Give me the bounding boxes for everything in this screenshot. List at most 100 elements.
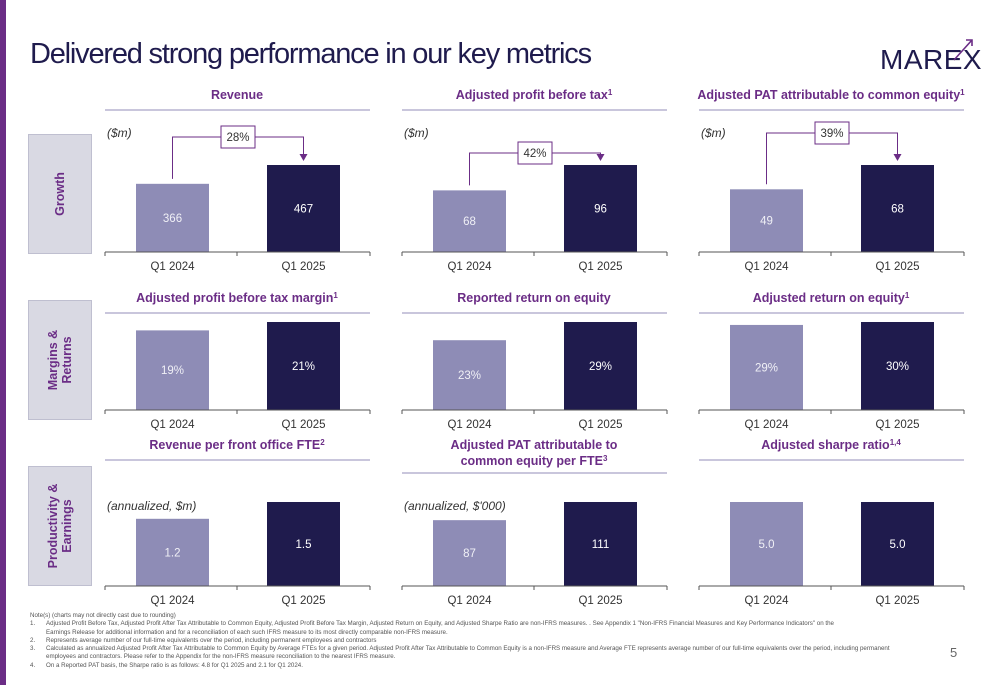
x-tick-label: Q1 2025	[281, 595, 325, 607]
chart-svg: Adjusted PAT attributable to common equi…	[697, 88, 965, 274]
bar-q1-2025	[861, 322, 934, 410]
footnote-line: 4. On a Reported PAT basis, the Sharpe ra…	[30, 662, 910, 670]
growth-badge	[814, 121, 850, 145]
bar-value-label: 1.5	[296, 539, 312, 551]
chart-unit-label: (annualized, $m)	[107, 499, 196, 513]
bar-value-label: 366	[163, 213, 182, 225]
footnote-line: 3. Calculated as annualized Adjusted Prof…	[30, 645, 910, 653]
bar-value-label: 29%	[589, 361, 612, 373]
bar-q1-2024	[136, 330, 209, 410]
chart-title-footnote: 1	[960, 88, 965, 97]
footnote-text: Represents average number of our full-ti…	[46, 636, 377, 644]
chart-svg: Revenue ($m) 366 Q1 2024 467 Q1 2025 28%	[104, 88, 371, 273]
x-tick-label: Q1 2024	[447, 419, 492, 431]
chart-title: Adjusted return on equity1	[753, 291, 910, 306]
chart-svg: Adjusted profit before tax1 ($m) 68 Q1 2024…	[401, 88, 668, 273]
page-number: 5	[950, 645, 958, 660]
footnote-text: Adjusted Profit Before Tax, Adjusted Pro…	[46, 620, 834, 628]
row-label-text: Productivity &	[46, 483, 60, 569]
bar-value-label: 23%	[458, 370, 481, 382]
row-label-text: Earnings	[60, 499, 74, 553]
growth-arrow-icon	[299, 154, 308, 161]
x-tick-label: Q1 2024	[150, 419, 195, 431]
growth-badge	[517, 141, 553, 165]
chart-title-footnote: 2	[320, 438, 325, 447]
row-label-productivity-earnings: Productivity & Earnings	[28, 466, 92, 586]
row-label-text: Returns	[60, 336, 74, 384]
footnotes: Note(s) (charts may not directly cast du…	[30, 612, 910, 670]
footnote-line: employees and contractors. Please refer …	[30, 653, 910, 661]
bar-value-label: 29%	[755, 362, 778, 374]
growth-percentage: 28%	[226, 132, 249, 144]
growth-percentage: 39%	[820, 128, 843, 140]
footnote-line: Earnings Release for additional informat…	[30, 629, 910, 637]
chart-title-footnote: 3	[603, 454, 608, 463]
row-label-margins-returns: Margins & Returns	[28, 300, 92, 420]
row-label-text: Margins &	[46, 329, 60, 391]
chart-unit-label: (annualized, $'000)	[404, 499, 506, 513]
chart-title: common equity per FTE3	[461, 454, 608, 469]
bar-q1-2025	[267, 502, 340, 586]
x-tick-label: Q1 2024	[447, 261, 492, 273]
bar-q1-2024	[433, 190, 506, 252]
x-tick-label: Q1 2024	[744, 261, 789, 273]
chart-unit-label: ($m)	[107, 126, 132, 140]
chart-svg: Reported return on equity 23% Q1 2024 29% Q1…	[401, 291, 668, 431]
x-tick-label: Q1 2025	[578, 419, 622, 431]
x-tick-label: Q1 2025	[578, 595, 622, 607]
bar-q1-2024	[730, 324, 803, 410]
bar-q1-2024	[433, 340, 506, 410]
bar-q1-2024	[730, 189, 803, 252]
x-tick-label: Q1 2024	[447, 595, 492, 607]
footnote-line: Note(s) (charts may not directly cast du…	[30, 612, 910, 620]
chart-title: Reported return on equity	[457, 291, 611, 305]
bar-value-label: 68	[891, 204, 904, 216]
chart-svg: Adjusted return on equity1 29% Q1 2024 30% Q…	[698, 291, 965, 431]
x-tick-label: Q1 2024	[150, 261, 195, 273]
bar-value-label: 5.0	[890, 539, 906, 551]
bar-value-label: 96	[594, 204, 607, 216]
footnote-text: Note(s) (charts may not directly cast du…	[30, 612, 176, 619]
footnote-line: 1. Adjusted Profit Before Tax, Adjusted P…	[30, 620, 910, 628]
chart-unit-label: ($m)	[701, 126, 726, 140]
bar-value-label: 68	[463, 216, 476, 228]
x-tick-label: Q1 2025	[875, 261, 919, 273]
x-tick-label: Q1 2025	[578, 261, 622, 273]
bar-q1-2024	[136, 518, 209, 586]
bar-value-label: 5.0	[759, 539, 775, 551]
growth-badge	[220, 125, 256, 149]
bar-q1-2025	[267, 322, 340, 410]
row-label-growth: Growth	[28, 134, 92, 254]
chart-title: Adjusted sharpe ratio1,4	[761, 438, 901, 453]
logo-mark-icon	[953, 39, 973, 61]
x-tick-label: Q1 2024	[744, 595, 789, 607]
chart-unit-label: ($m)	[404, 126, 429, 140]
bar-value-label: 21%	[292, 361, 315, 373]
chart-title: Adjusted PAT attributable to common equi…	[697, 88, 965, 103]
x-tick-label: Q1 2024	[150, 595, 195, 607]
chart-title: Adjusted profit before tax1	[456, 88, 613, 103]
row-label-text: Growth	[53, 172, 67, 216]
x-tick-label: Q1 2025	[281, 261, 325, 273]
chart-svg: Adjusted PAT attributable to common equit…	[401, 438, 668, 607]
bar-q1-2025	[564, 322, 637, 410]
chart-svg: Adjusted sharpe ratio1,4 5.0 Q1 2024 5.0 Q1 …	[698, 438, 965, 607]
growth-arrow-icon	[596, 154, 605, 161]
footnote-line: 2. Represents average number of our full-…	[30, 637, 910, 645]
bar-value-label: 467	[294, 204, 313, 216]
bar-value-label: 49	[760, 216, 773, 228]
chart-title: Revenue	[211, 88, 263, 102]
bar-value-label: 30%	[886, 361, 909, 373]
x-tick-label: Q1 2025	[875, 595, 919, 607]
bar-q1-2025	[861, 165, 934, 252]
x-tick-label: Q1 2024	[744, 419, 789, 431]
chart-svg: Adjusted profit before tax margin1 19% Q1 …	[104, 291, 371, 431]
chart-title-footnote: 1,4	[890, 438, 902, 447]
footnote-number: 2.	[30, 636, 36, 644]
footnote-number: 3.	[30, 645, 36, 653]
bar-q1-2025	[861, 502, 934, 586]
growth-arrow-icon	[893, 154, 902, 161]
marex-logo: MAREX	[880, 36, 982, 76]
chart-title-footnote: 1	[608, 88, 613, 97]
x-tick-label: Q1 2025	[281, 419, 325, 431]
